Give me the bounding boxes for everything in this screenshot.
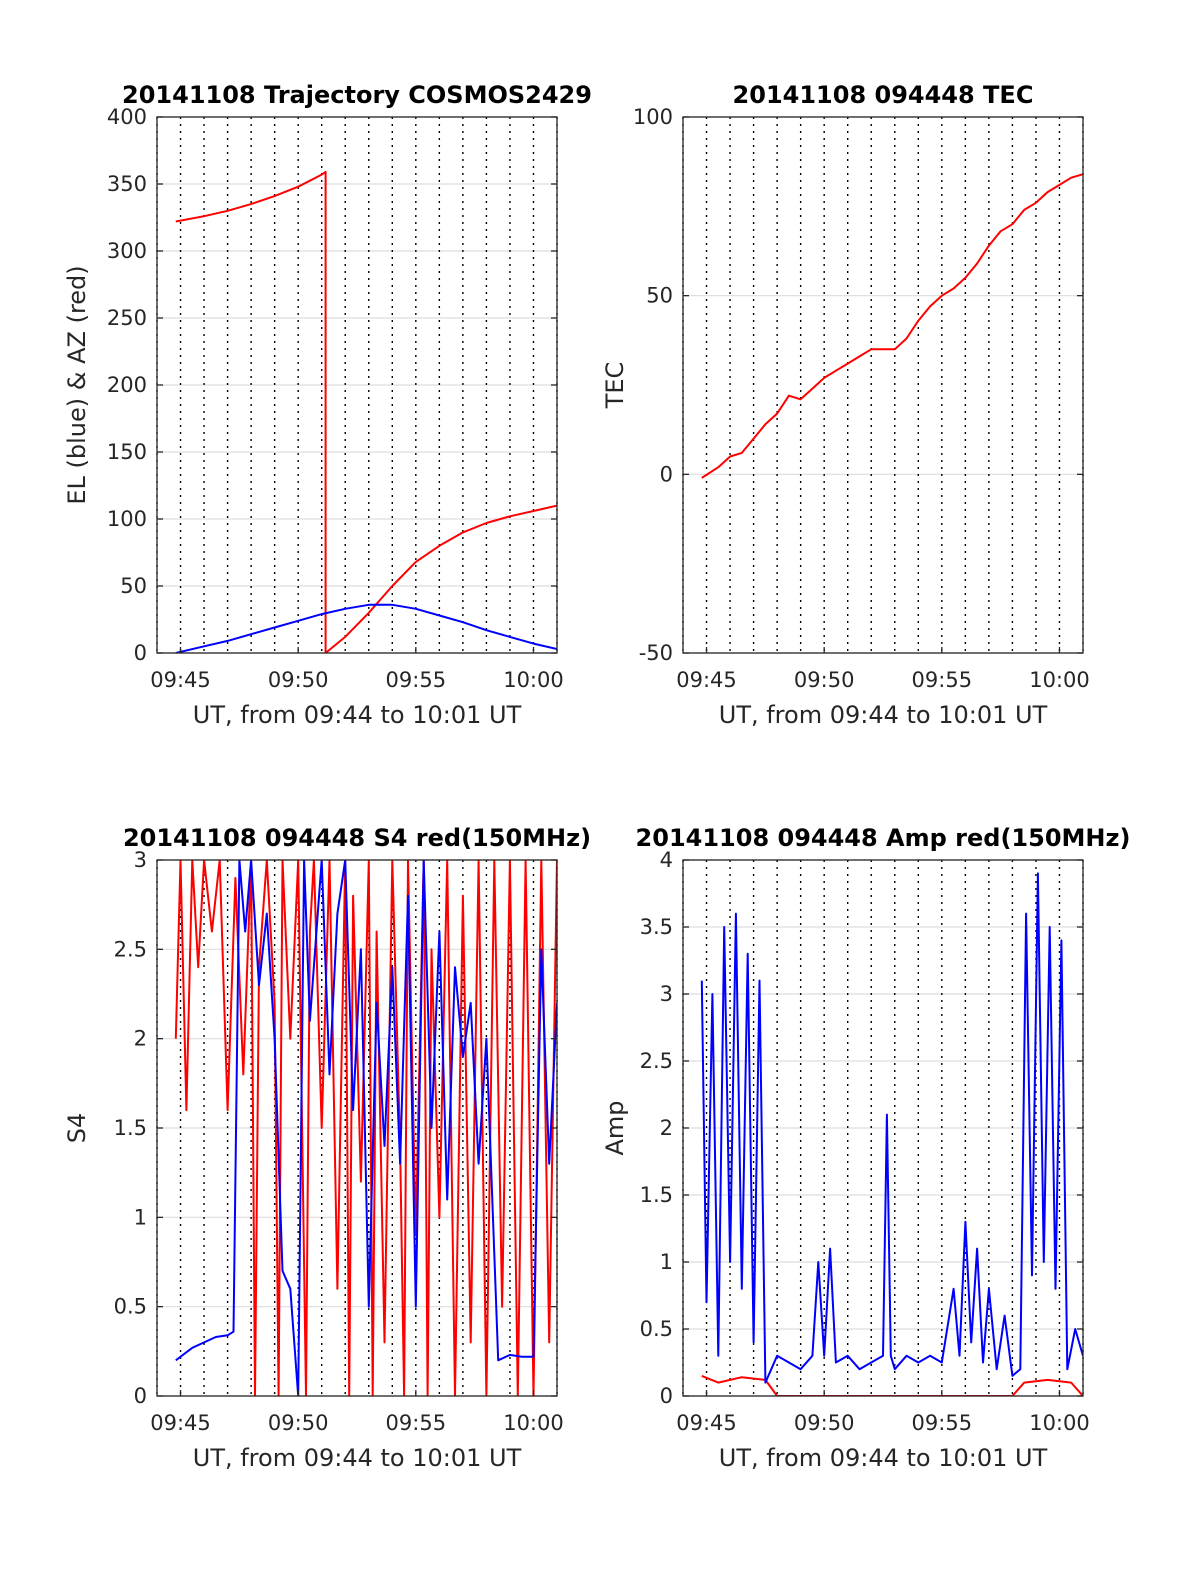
axes-frame (682, 116, 1084, 654)
x-axis-label: UT, from 09:44 to 10:01 UT (193, 701, 522, 729)
y-tick-label: 100 (633, 105, 673, 129)
x-tick-label: 09:55 (386, 668, 447, 692)
y-tick-label: 100 (107, 507, 147, 531)
y-tick-label: 1.5 (114, 1116, 147, 1140)
x-tick-label: 09:50 (268, 668, 329, 692)
s4-plot: 0 0.5 1 1.5 2 2.5 3 09:45 09:50 09:55 10:00 2014110… (63, 824, 591, 1472)
trajectory-plot: 0 50 100 150 200 250 300 350 400 09:45 09:50 09:55 1… (63, 81, 592, 729)
y-tick-label: 2.5 (114, 937, 147, 961)
series-line-0 (175, 170, 557, 653)
y-tick-label: 3 (660, 982, 673, 1006)
y-tick-label: -50 (639, 641, 673, 665)
y-tick-label: 50 (646, 284, 673, 308)
y-tick-label: 1.5 (640, 1183, 673, 1207)
y-tick-label: 0 (660, 462, 673, 486)
x-tick-label: 09:45 (150, 668, 211, 692)
y-tick-label: 0 (134, 641, 147, 665)
y-tick-label: 2 (660, 1116, 673, 1140)
y-tick-label: 4 (660, 848, 673, 872)
y-axis-label: TEC (601, 362, 629, 410)
x-tick-label: 10:00 (1029, 668, 1090, 692)
chart-title: 20141108 094448 S4 red(150MHz) (123, 824, 591, 852)
y-tick-label: 1 (660, 1250, 673, 1274)
x-tick-label: 09:55 (386, 1411, 447, 1435)
series-line-1 (175, 603, 557, 653)
chart-title: 20141108 Trajectory COSMOS2429 (122, 81, 592, 109)
series-line-1 (700, 872, 1083, 1384)
y-tick-label: 50 (120, 574, 147, 598)
y-tick-label: 3.5 (640, 915, 673, 939)
x-tick-label: 09:55 (912, 668, 973, 692)
y-tick-label: 300 (107, 239, 147, 263)
x-tick-label: 09:45 (150, 1411, 211, 1435)
y-tick-label: 0.5 (640, 1317, 673, 1341)
y-tick-label: 350 (107, 172, 147, 196)
tec-plot: -50 0 50 100 09:45 09:50 09:55 10:00 20141108 09… (601, 81, 1090, 729)
x-axis-label: UT, from 09:44 to 10:01 UT (719, 701, 1048, 729)
x-tick-label: 09:50 (794, 668, 855, 692)
x-axis-label: UT, from 09:44 to 10:01 UT (719, 1444, 1048, 1472)
chart-title: 20141108 094448 TEC (733, 81, 1034, 109)
y-tick-label: 0.5 (114, 1295, 147, 1319)
y-tick-label: 2 (134, 1027, 147, 1051)
amp-plot: 0 0.5 1 1.5 2 2.5 3 3.5 4 09:45 09:50 09:55 10:00 201… (601, 824, 1130, 1472)
series-line-0 (701, 173, 1083, 479)
y-axis-label: S4 (63, 1113, 91, 1144)
y-axis-label: EL (blue) & AZ (red) (63, 265, 91, 504)
y-tick-label: 2.5 (640, 1049, 673, 1073)
x-tick-label: 09:55 (912, 1411, 973, 1435)
y-tick-label: 400 (107, 105, 147, 129)
y-tick-label: 0 (134, 1384, 147, 1408)
y-tick-label: 200 (107, 373, 147, 397)
x-tick-label: 10:00 (1029, 1411, 1090, 1435)
x-tick-label: 10:00 (503, 668, 564, 692)
series-line-0 (701, 1374, 1083, 1396)
x-tick-label: 09:50 (268, 1411, 329, 1435)
x-tick-label: 09:45 (676, 668, 737, 692)
x-tick-label: 10:00 (503, 1411, 564, 1435)
series-line-1 (175, 860, 557, 1396)
y-tick-label: 1 (134, 1205, 147, 1229)
chart-title: 20141108 094448 Amp red(150MHz) (636, 824, 1131, 852)
y-axis-label: Amp (601, 1100, 629, 1155)
y-tick-label: 150 (107, 440, 147, 464)
y-tick-label: 3 (134, 848, 147, 872)
y-tick-label: 0 (660, 1384, 673, 1408)
x-tick-label: 09:45 (676, 1411, 737, 1435)
x-axis-label: UT, from 09:44 to 10:01 UT (193, 1444, 522, 1472)
x-tick-label: 09:50 (794, 1411, 855, 1435)
y-tick-label: 250 (107, 306, 147, 330)
